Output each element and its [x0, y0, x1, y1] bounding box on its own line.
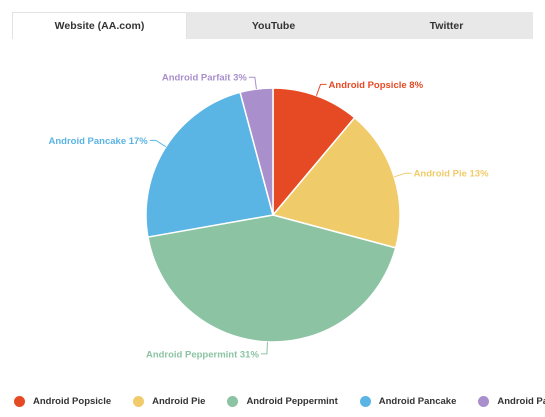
pie-slice-android-pancake[interactable] — [145, 91, 274, 238]
tab-twitter[interactable]: Twitter — [360, 12, 533, 39]
data-label-android-parfait: Android Parfait 3% — [162, 73, 248, 84]
legend-label: Android Pie — [152, 395, 206, 407]
data-label-android-popsicle: Android Popsicle 8% — [329, 80, 424, 91]
legend-marker — [359, 395, 371, 407]
pie-slice-android-peppermint[interactable] — [147, 214, 397, 343]
tab-bar: Website (AA.com) YouTube Twitter — [12, 12, 533, 39]
legend-marker — [14, 395, 25, 407]
leader-line-android-pancake — [149, 139, 167, 148]
leader-line-android-popsicle — [315, 83, 327, 96]
pie-chart: Android Popsicle 8% Android Pie 13% Androi… — [49, 73, 490, 361]
legend-item-pancake[interactable]: Android Pancake — [354, 395, 457, 407]
legend-label: Android Parfait — [497, 395, 545, 407]
data-label-android-pancake: Android Pancake 17% — [49, 136, 149, 147]
pie-slices — [145, 87, 401, 343]
legend-label: Android Popsicle — [33, 395, 112, 407]
leader-line-android-parfait — [248, 76, 257, 90]
legend-item-peppermint[interactable]: Android Peppermint — [221, 395, 338, 407]
legend-label: Android Pancake — [378, 395, 457, 407]
leader-line-android-peppermint — [260, 341, 268, 355]
leader-line-android-pie — [393, 172, 412, 178]
chart-legend: Android Popsicle Android Pie Android Pep… — [8, 393, 545, 409]
tab-website[interactable]: Website (AA.com) — [12, 12, 187, 39]
legend-label: Android Peppermint — [246, 395, 338, 407]
pie-leader-lines — [149, 76, 412, 355]
legend-marker — [478, 395, 490, 407]
legend-item-pie[interactable]: Android Pie — [127, 395, 206, 407]
legend-marker — [133, 395, 145, 407]
data-label-android-pie: Android Pie 13% — [414, 169, 490, 180]
data-label-android-peppermint: Android Peppermint 31% — [146, 349, 260, 360]
tab-youtube[interactable]: YouTube — [187, 12, 360, 39]
pie-data-labels: Android Popsicle 8% Android Pie 13% Androi… — [49, 73, 490, 361]
legend-marker — [227, 395, 239, 407]
legend-item-parfait[interactable]: Android Parfait — [472, 395, 545, 407]
legend-item-popsicle[interactable]: Android Popsicle — [8, 395, 112, 407]
